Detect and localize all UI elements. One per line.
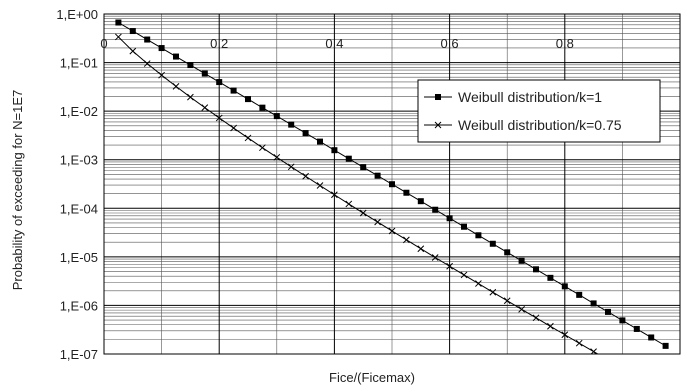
data-point	[403, 190, 409, 196]
data-point	[231, 88, 237, 94]
x-tick-label: 0,6	[441, 36, 459, 51]
data-point	[259, 105, 265, 111]
data-point	[303, 130, 309, 136]
data-point	[144, 37, 150, 43]
data-point	[202, 71, 208, 77]
data-point	[648, 334, 654, 340]
y-tick-label: 1,E-03	[60, 153, 98, 168]
data-point	[447, 215, 453, 221]
y-tick-label: 1,E-05	[60, 250, 98, 265]
data-point	[663, 343, 669, 349]
data-point	[619, 317, 625, 323]
legend: Weibull distribution/k=1 Weibull distrib…	[418, 80, 660, 142]
data-point	[245, 96, 251, 102]
data-point	[187, 62, 193, 68]
x-tick-label: 0,4	[325, 36, 343, 51]
data-point	[274, 113, 280, 119]
data-point	[346, 156, 352, 162]
data-point	[533, 266, 539, 272]
data-point	[504, 249, 510, 255]
legend-marker-series-1	[435, 94, 441, 100]
data-point	[375, 173, 381, 179]
legend-label-series-2: Weibull distribution/k=0.75	[458, 117, 622, 133]
y-axis-title: Probability of exceeding for N=1E7	[10, 90, 25, 291]
x-tick-label: 0,8	[556, 36, 574, 51]
data-point	[115, 20, 121, 26]
data-point	[418, 198, 424, 204]
data-point	[605, 309, 611, 315]
data-point	[389, 181, 395, 187]
y-tick-label: 1,E-01	[60, 56, 98, 71]
y-tick-label: 1,E-04	[60, 201, 98, 216]
x-tick-label: 0,2	[210, 36, 228, 51]
y-tick-label: 1,E-07	[60, 347, 98, 362]
data-point	[331, 147, 337, 153]
data-point	[159, 45, 165, 51]
data-point	[317, 139, 323, 145]
x-axis-title: Fice/(Ficemax)	[329, 370, 415, 385]
y-tick-label: 1,E+00	[56, 7, 98, 22]
y-tick-label: 1,E-06	[60, 298, 98, 313]
data-point	[475, 232, 481, 238]
y-tick-label: 1,E-02	[60, 104, 98, 119]
data-point	[490, 241, 496, 247]
data-point	[591, 300, 597, 306]
data-point	[562, 283, 568, 289]
data-point	[173, 54, 179, 60]
x-tick-label: 0	[100, 36, 107, 51]
data-point	[634, 326, 640, 332]
data-point	[576, 292, 582, 298]
data-point	[461, 224, 467, 230]
data-point	[432, 207, 438, 213]
data-point	[216, 79, 222, 85]
legend-label-series-1: Weibull distribution/k=1	[458, 89, 602, 105]
data-point	[547, 275, 553, 281]
data-point	[130, 28, 136, 34]
data-point	[360, 164, 366, 170]
data-point	[519, 258, 525, 264]
data-point	[288, 122, 294, 128]
